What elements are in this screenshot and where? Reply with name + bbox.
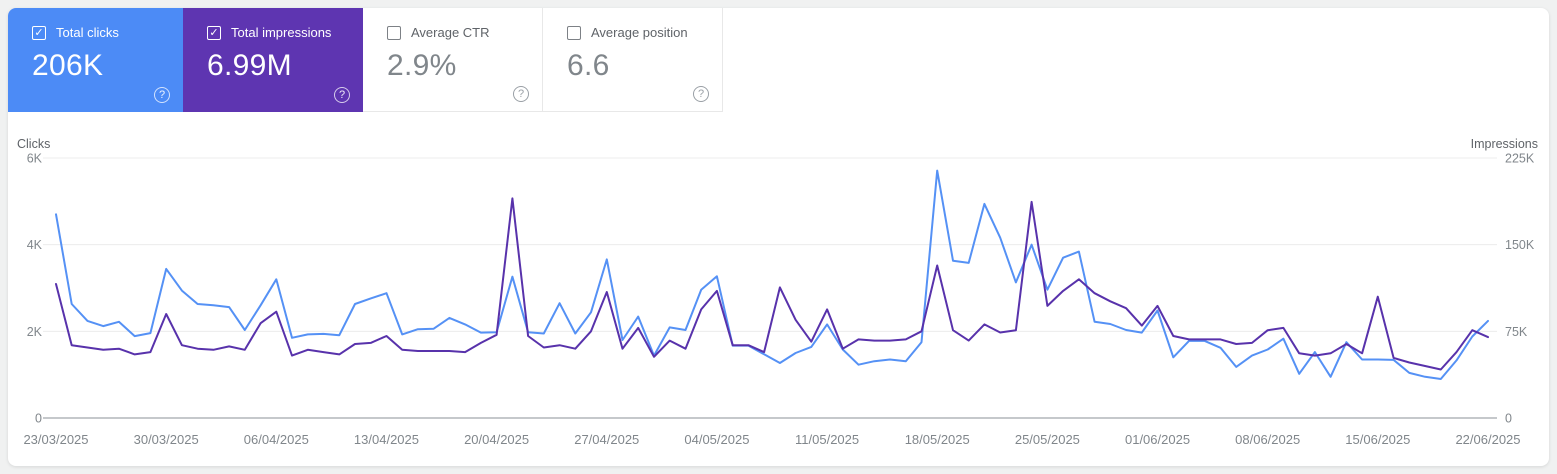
svg-text:75K: 75K [1505,325,1528,339]
svg-text:18/05/2025: 18/05/2025 [905,432,970,447]
card-header: ✓ Total impressions [207,25,349,40]
checkbox-average-position[interactable] [567,25,581,40]
help-icon[interactable]: ? [334,87,350,103]
svg-text:20/04/2025: 20/04/2025 [464,432,529,447]
help-icon[interactable]: ? [154,87,170,103]
svg-text:27/04/2025: 27/04/2025 [574,432,639,447]
svg-text:01/06/2025: 01/06/2025 [1125,432,1190,447]
card-label: Average CTR [411,25,490,40]
svg-text:30/03/2025: 30/03/2025 [134,432,199,447]
svg-text:13/04/2025: 13/04/2025 [354,432,419,447]
performance-chart[interactable]: 6K 4K 2K 0 225K 150K 75K 0 Clicks Impressions 23/0… [8,104,1549,466]
svg-text:15/06/2025: 15/06/2025 [1345,432,1410,447]
card-header: Average CTR [387,25,528,40]
performance-panel: ✓ Total clicks 206K ? ✓ Total impression… [8,8,1549,466]
svg-text:6K: 6K [27,152,43,166]
card-label: Average position [591,25,688,40]
help-icon[interactable]: ? [693,86,709,102]
average-ctr-value: 2.9% [387,49,457,82]
total-impressions-value: 6.99M [207,49,292,82]
svg-text:Clicks: Clicks [17,137,50,151]
card-total-impressions[interactable]: ✓ Total impressions 6.99M ? [183,8,363,112]
svg-text:0: 0 [1505,412,1512,426]
svg-text:23/03/2025: 23/03/2025 [23,432,88,447]
svg-text:06/04/2025: 06/04/2025 [244,432,309,447]
svg-text:Impressions: Impressions [1471,137,1538,151]
card-header: Average position [567,25,708,40]
svg-text:25/05/2025: 25/05/2025 [1015,432,1080,447]
card-total-clicks[interactable]: ✓ Total clicks 206K ? [8,8,183,112]
card-label: Total clicks [56,25,119,40]
svg-text:2K: 2K [27,325,43,339]
svg-text:4K: 4K [27,238,43,252]
total-clicks-value: 206K [32,49,104,82]
card-header: ✓ Total clicks [32,25,169,40]
card-label: Total impressions [231,25,332,40]
card-average-position[interactable]: Average position 6.6 ? [543,8,723,112]
checkbox-average-ctr[interactable] [387,25,401,40]
clicks-impressions-line-chart: 6K 4K 2K 0 225K 150K 75K 0 Clicks Impressions 23/0… [17,137,1538,447]
svg-text:08/06/2025: 08/06/2025 [1235,432,1300,447]
checkbox-total-impressions[interactable]: ✓ [207,25,221,40]
help-icon[interactable]: ? [513,86,529,102]
svg-text:22/06/2025: 22/06/2025 [1455,432,1520,447]
metric-cards: ✓ Total clicks 206K ? ✓ Total impression… [8,8,1549,112]
checkbox-total-clicks[interactable]: ✓ [32,25,46,40]
svg-text:04/05/2025: 04/05/2025 [684,432,749,447]
svg-text:150K: 150K [1505,238,1535,252]
svg-text:0: 0 [35,412,42,426]
average-position-value: 6.6 [567,49,610,82]
svg-text:11/05/2025: 11/05/2025 [795,432,859,447]
card-average-ctr[interactable]: Average CTR 2.9% ? [363,8,543,112]
svg-text:225K: 225K [1505,152,1535,166]
